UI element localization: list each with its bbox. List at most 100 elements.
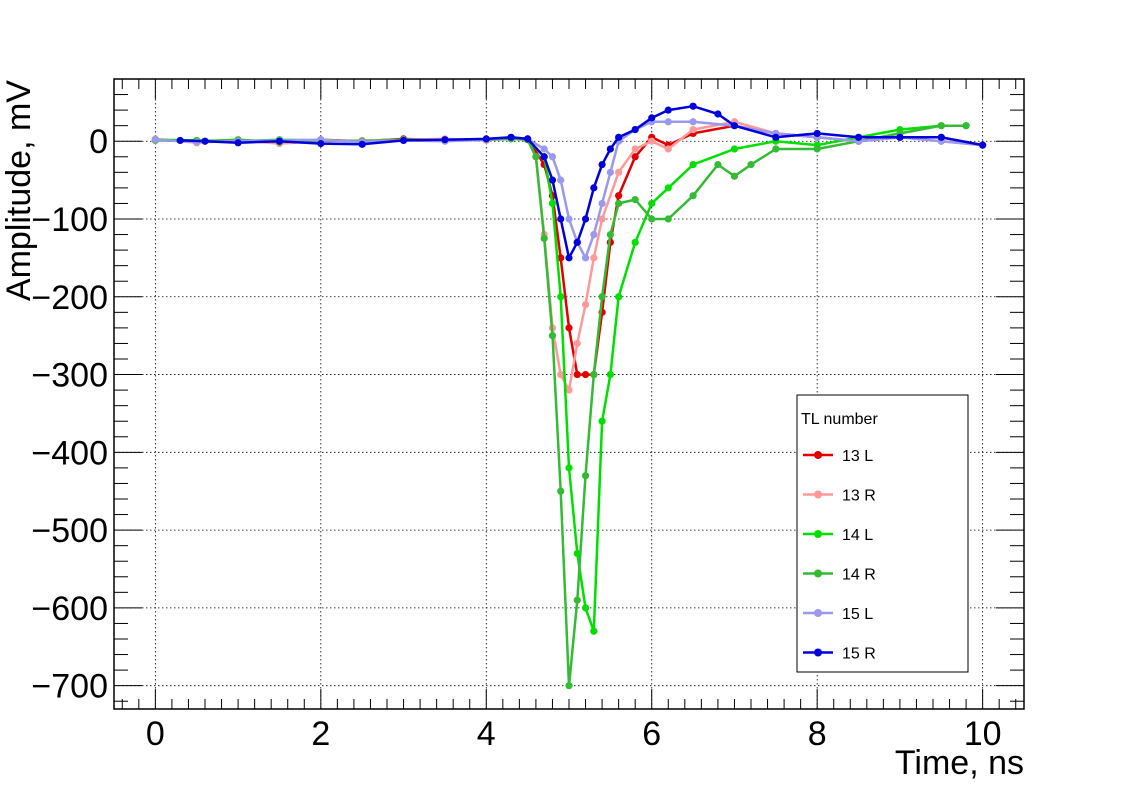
- legend-entries: 13 L 13 R 14 L 14 R 15 L 15 R: [803, 448, 876, 663]
- data-point: [524, 135, 532, 143]
- data-point: [548, 153, 557, 161]
- data-point: [590, 184, 598, 192]
- series-layer: [151, 102, 987, 690]
- series-line: [155, 120, 983, 260]
- data-point: [565, 682, 573, 690]
- data-point: [573, 339, 581, 348]
- data-point: [664, 145, 672, 153]
- data-point: [689, 125, 697, 134]
- data-point: [598, 417, 606, 425]
- y-tick-label: 0: [89, 123, 108, 161]
- data-point: [631, 145, 639, 153]
- data-point: [772, 145, 780, 153]
- data-point: [631, 195, 639, 204]
- y-tick-label: −100: [31, 201, 108, 239]
- data-point: [962, 122, 970, 130]
- legend-label: 14 R: [842, 567, 876, 584]
- x-axis-title: Time, ns: [895, 744, 1024, 782]
- x-tick-label: 8: [808, 715, 827, 753]
- data-point: [598, 199, 606, 208]
- data-point: [772, 133, 780, 141]
- y-tick-label: −600: [31, 590, 108, 628]
- data-point: [581, 604, 590, 612]
- data-point: [590, 230, 598, 239]
- data-point: [615, 168, 623, 176]
- data-point: [689, 160, 697, 169]
- data-point: [540, 145, 548, 153]
- data-point: [540, 234, 548, 243]
- data-point: [482, 135, 490, 143]
- data-point: [689, 102, 697, 110]
- data-point: [606, 145, 614, 153]
- data-point: [565, 386, 573, 394]
- legend-label: 13 R: [842, 488, 876, 505]
- data-point: [606, 370, 614, 379]
- legend-entry: 13 L: [803, 448, 873, 465]
- legend-label: 15 L: [842, 606, 873, 623]
- data-point: [358, 140, 366, 148]
- legend-swatch-marker: [814, 648, 822, 657]
- data-point: [234, 139, 242, 147]
- data-point: [557, 370, 565, 379]
- data-point: [664, 118, 672, 126]
- data-point: [441, 136, 449, 144]
- y-tick-label: −400: [31, 434, 108, 472]
- data-point: [631, 125, 639, 134]
- data-point: [590, 370, 598, 379]
- x-tick-label: 0: [146, 715, 165, 753]
- legend-label: 13 L: [842, 448, 873, 465]
- series-15-r: [176, 102, 987, 262]
- x-tick-label: 6: [642, 715, 661, 753]
- data-point: [648, 114, 656, 122]
- data-point: [598, 293, 606, 301]
- data-point: [937, 122, 945, 130]
- data-point: [714, 160, 722, 169]
- data-point: [557, 293, 565, 301]
- y-axis-title: Amplitude, mV: [0, 80, 38, 301]
- data-point: [201, 137, 209, 145]
- data-point: [590, 254, 598, 262]
- data-point: [275, 137, 284, 145]
- data-point: [648, 215, 656, 223]
- data-point: [747, 160, 755, 169]
- legend-label: 14 L: [842, 527, 873, 544]
- data-point: [548, 332, 557, 340]
- data-point: [854, 133, 863, 141]
- data-point: [532, 153, 540, 161]
- data-point: [714, 110, 722, 118]
- y-tick-label: −300: [31, 357, 108, 395]
- data-point: [557, 487, 565, 495]
- data-point: [399, 136, 408, 145]
- data-point: [548, 176, 557, 184]
- data-point: [581, 472, 590, 480]
- data-point: [664, 184, 672, 192]
- data-point: [730, 172, 739, 180]
- y-tick-label: −200: [31, 279, 108, 317]
- data-point: [565, 324, 573, 332]
- data-point: [573, 238, 581, 246]
- data-point: [598, 215, 606, 223]
- data-point: [937, 133, 945, 141]
- legend-title: TL number: [801, 411, 878, 428]
- data-point: [590, 627, 598, 635]
- data-point: [648, 199, 656, 208]
- y-tick-label: −700: [31, 668, 108, 706]
- legend-entry: 14 R: [803, 567, 876, 584]
- data-point: [581, 300, 590, 309]
- legend-swatch-marker: [814, 530, 822, 538]
- data-point: [730, 122, 739, 130]
- legend-swatch-marker: [814, 451, 822, 459]
- data-point: [581, 215, 590, 223]
- legend: TL number 13 L 13 R 14 L 14 R 15 L 15 R: [796, 394, 969, 673]
- data-point: [540, 153, 548, 161]
- data-point: [664, 106, 672, 114]
- data-point: [573, 370, 581, 379]
- data-point: [317, 139, 325, 148]
- data-point: [730, 145, 739, 153]
- data-point: [598, 160, 606, 169]
- data-point: [615, 192, 623, 200]
- legend-label: 15 R: [842, 646, 876, 663]
- data-point: [565, 254, 573, 262]
- legend-entry: 14 L: [803, 527, 873, 544]
- data-point: [557, 254, 565, 262]
